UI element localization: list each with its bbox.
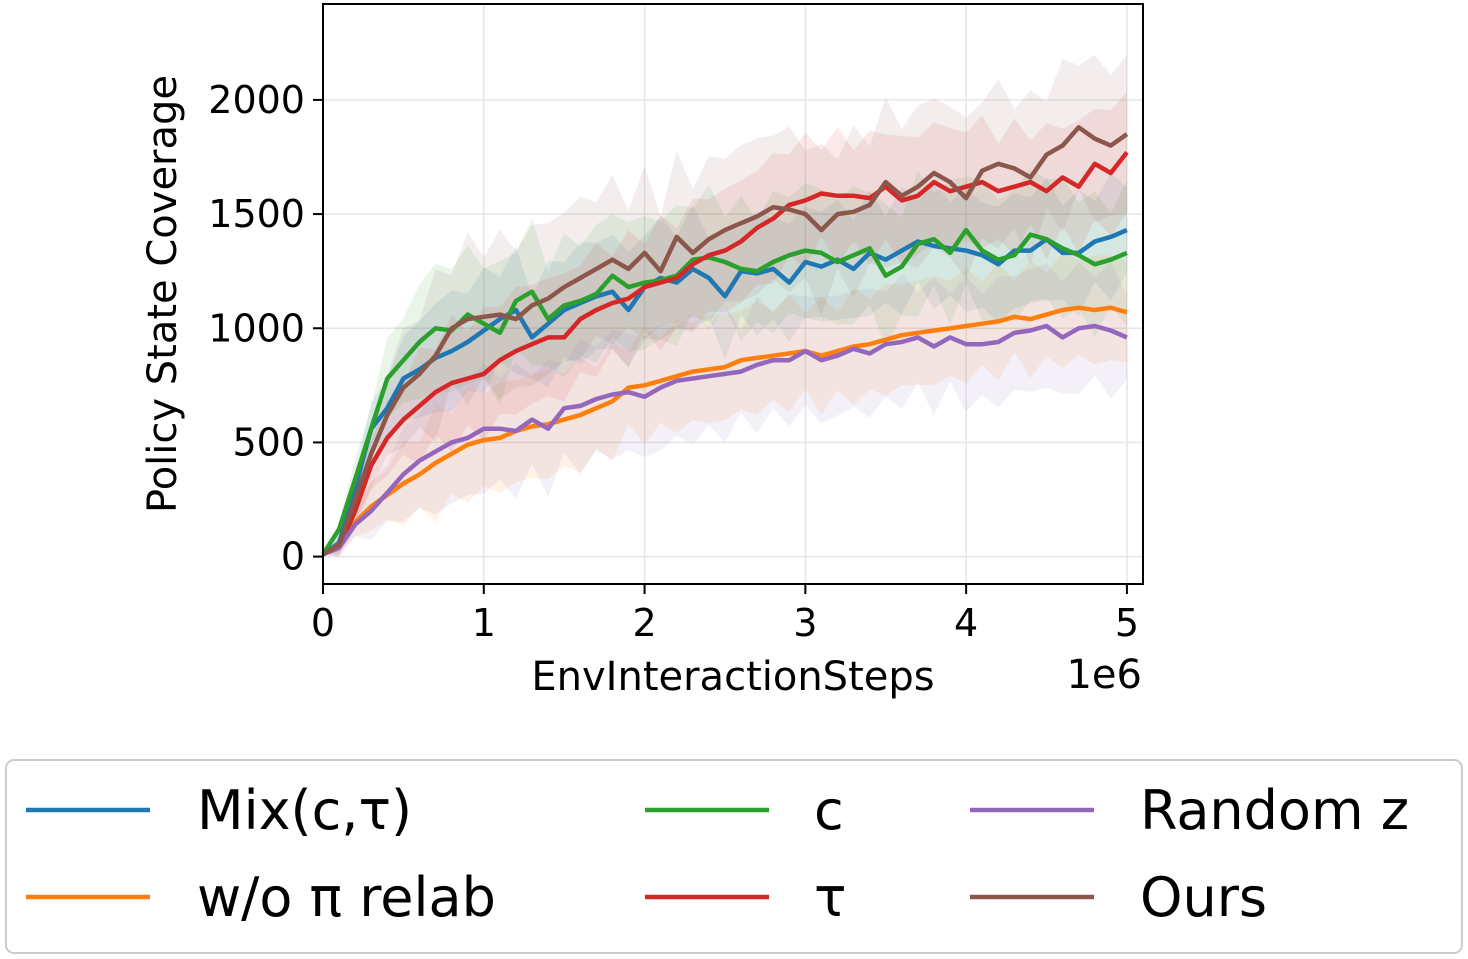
band-1 (323, 252, 1127, 555)
legend-label-2: c (814, 779, 844, 842)
band-4 (323, 262, 1127, 558)
y-tick-label: 2000 (208, 78, 305, 122)
legend-label-0: Mix(c,τ) (197, 779, 412, 842)
legend-box (5, 759, 1463, 954)
series-lines (321, 125, 1129, 557)
band-0 (323, 173, 1127, 555)
series-line-4 (322, 323, 1128, 557)
x-tick-label: 2 (632, 601, 656, 645)
y-axis-ticks: 0 500 1000 1500 2000 (208, 78, 323, 579)
series-line-3 (322, 151, 1129, 557)
series-line-1 (321, 305, 1128, 557)
series-line-5 (321, 125, 1129, 557)
x-tick-label: 1 (472, 601, 496, 645)
legend-label-3: τ (814, 866, 847, 929)
legend-label-1: w/o π relab (197, 866, 496, 929)
x-axis-ticks: 0 1 2 3 4 5 (311, 584, 1139, 645)
band-2 (323, 168, 1127, 555)
legend-label-5: Ours (1140, 866, 1267, 929)
y-axis-label: Policy State Coverage (140, 75, 186, 513)
x-tick-label: 5 (1115, 601, 1139, 645)
y-tick-label: 1000 (208, 306, 305, 350)
x-axis-multiplier: 1e6 (1066, 652, 1142, 698)
y-tick-label: 500 (232, 420, 305, 464)
plot-frame (322, 3, 1144, 585)
legend: Mix(c,τ) w/o π relab cτ Random z Ours (5, 759, 1463, 954)
x-tick-label: 3 (793, 601, 817, 645)
series-line-0 (321, 228, 1128, 557)
y-tick-label: 1500 (208, 192, 305, 236)
x-axis-label: EnvInteractionSteps (531, 654, 934, 700)
x-tick-label: 4 (954, 601, 978, 645)
x-tick-label: 0 (311, 601, 335, 645)
band-3 (323, 91, 1127, 557)
y-tick-label: 0 (281, 535, 305, 579)
legend-label-4: Random z (1140, 779, 1409, 842)
grid (322, 4, 1143, 584)
confidence-bands (323, 55, 1127, 558)
